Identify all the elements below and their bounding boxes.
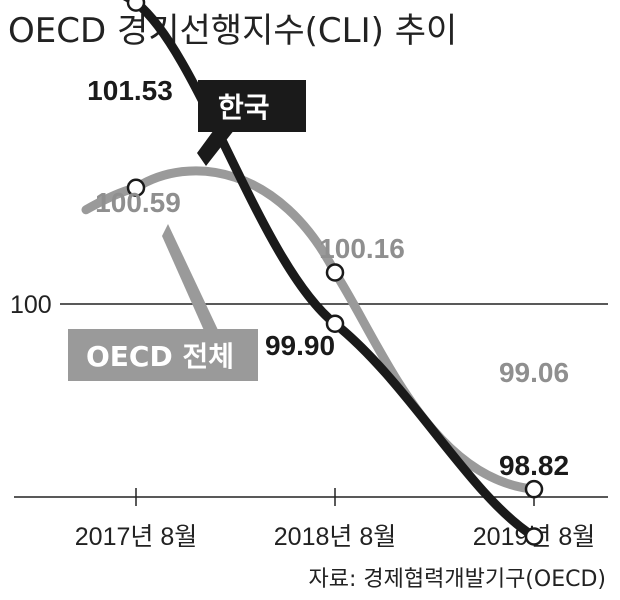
data-label-oecd: 99.06	[499, 357, 569, 388]
data-label-oecd: 100.59	[95, 187, 181, 218]
legend-tag-korea: 한국	[197, 80, 306, 166]
legend-tag-oecd: OECD 전체	[68, 224, 258, 381]
x-tick-label: 2018년 8월	[274, 523, 396, 551]
data-point-oecd	[126, 178, 146, 198]
legend-label-korea: 한국	[218, 91, 270, 124]
data-label-korea: 99.90	[265, 330, 335, 361]
data-labels: 101.53 99.90 98.82 100.59 100.16 99.06	[87, 75, 569, 481]
data-point-oecd	[524, 479, 544, 499]
data-label-oecd: 100.16	[319, 233, 405, 264]
data-point-korea	[325, 314, 345, 333]
reference-line-label: 100	[10, 291, 52, 319]
source-note: 자료: 경제협력개발기구(OECD)	[309, 567, 607, 592]
data-point-oecd	[325, 263, 345, 282]
legend-label-oecd: OECD 전체	[86, 340, 234, 373]
data-label-korea: 101.53	[87, 75, 173, 106]
data-point-korea	[524, 527, 544, 546]
data-label-korea: 98.82	[499, 450, 569, 481]
data-points	[126, 0, 544, 546]
x-tick-label: 2017년 8월	[75, 523, 197, 551]
chart-title: OECD 경기선행지수(CLI) 추이	[8, 11, 457, 51]
data-point-korea	[126, 0, 146, 12]
